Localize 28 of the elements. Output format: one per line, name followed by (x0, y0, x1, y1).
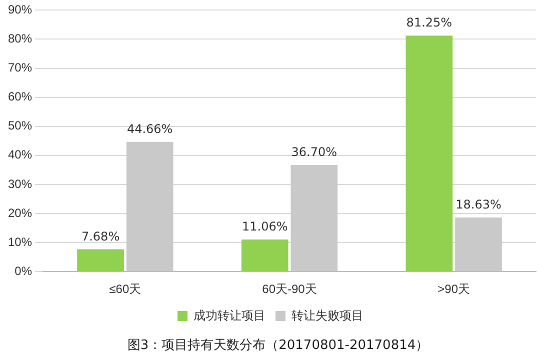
y-tick-label: 50% (8, 118, 32, 133)
y-tick-label: 10% (8, 234, 32, 249)
bar (241, 239, 288, 272)
y-tick-label: 80% (8, 32, 32, 46)
y-tick-label: 90% (8, 2, 32, 17)
data-label: 11.06% (242, 220, 288, 234)
text: 图3：项目持有天数分布（20170801-20170814） (126, 337, 430, 354)
y-tick-label: 30% (8, 176, 32, 191)
bar (126, 142, 174, 272)
x-tick-label: ≤60天 (109, 282, 142, 296)
bar (455, 217, 502, 272)
data-label: 81.25% (406, 16, 452, 30)
y-tick-label: 0% (14, 264, 32, 278)
y-tick-label: 70% (8, 60, 32, 75)
y-tick-label: 20% (8, 206, 32, 220)
data-label: 7.68% (81, 229, 120, 244)
y-tick-label: 60% (8, 90, 32, 104)
data-label: 44.66% (126, 122, 173, 136)
y-tick-label: 40% (8, 148, 32, 162)
bar (290, 165, 338, 272)
bar (77, 249, 124, 272)
legend-label: 成功转让项目 (194, 308, 266, 322)
data-label: 36.70% (291, 145, 338, 160)
bar (406, 36, 453, 272)
data-label: 18.63% (456, 198, 502, 212)
legend-label: 转让失败项目 (292, 308, 364, 322)
x-tick-label: >90天 (438, 282, 470, 296)
x-tick-label: 60天-90天 (262, 282, 317, 296)
